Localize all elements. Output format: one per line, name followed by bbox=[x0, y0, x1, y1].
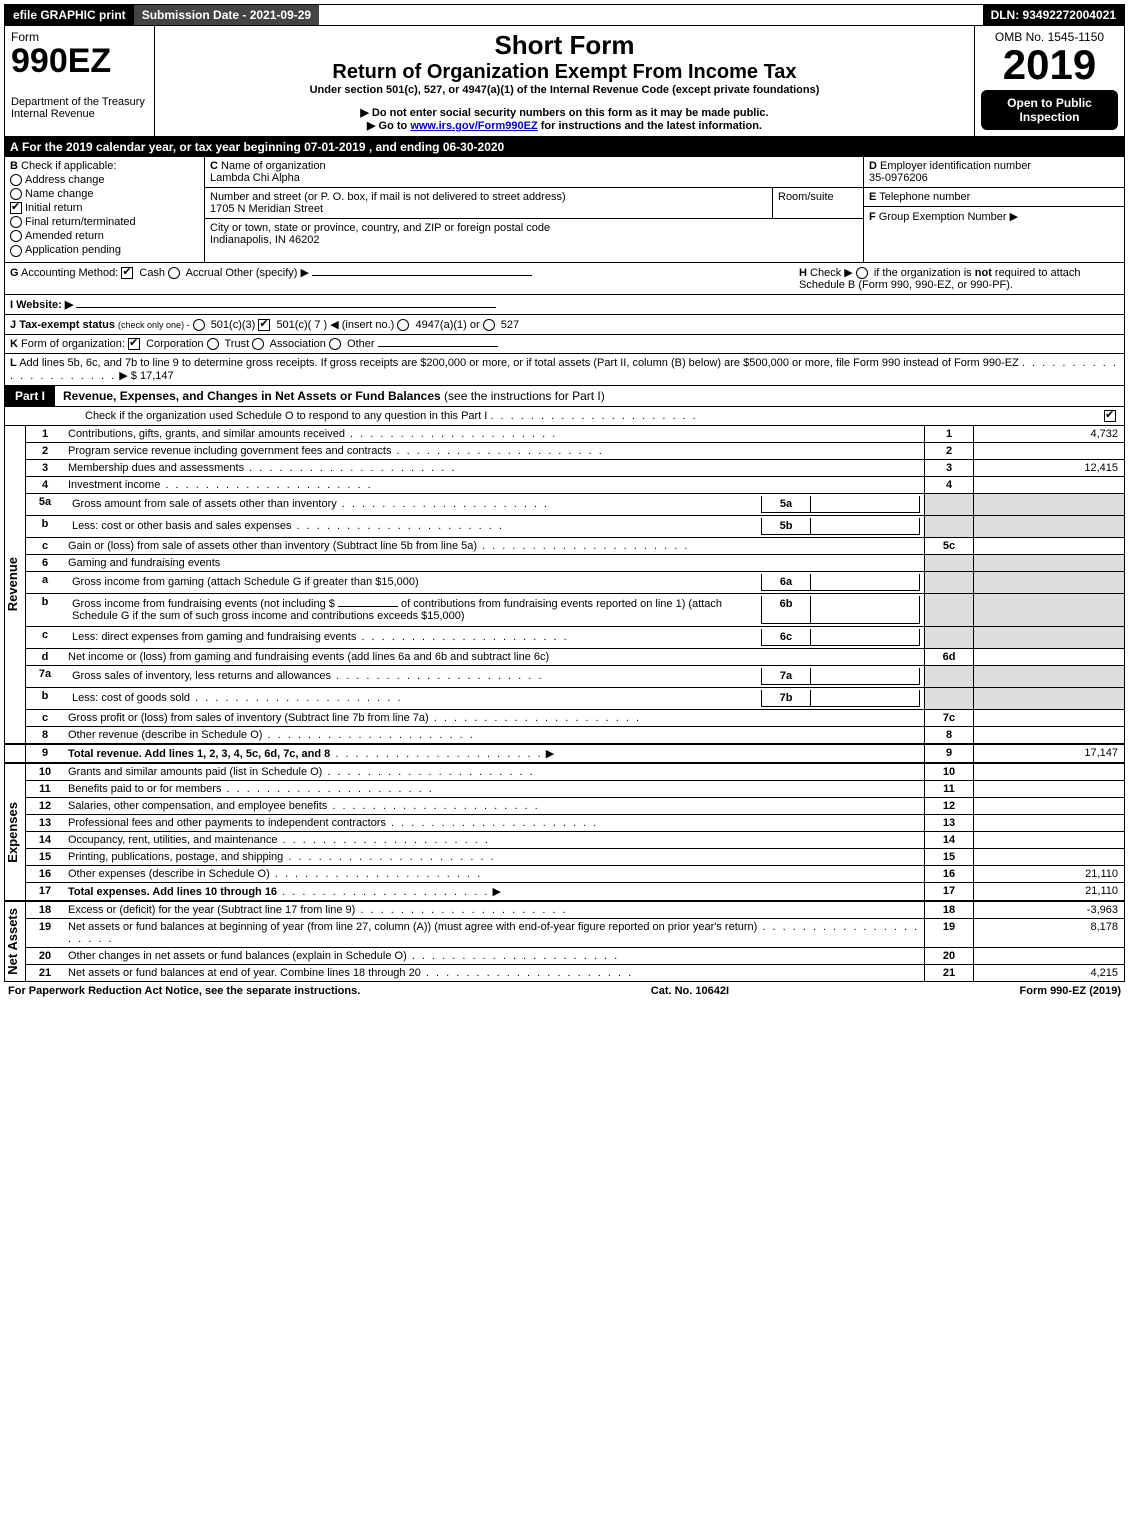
cb-schedule-o[interactable] bbox=[1104, 410, 1116, 422]
ein-value: 35-0976206 bbox=[869, 172, 928, 184]
top-bar: efile GRAPHIC print Submission Date - 20… bbox=[4, 4, 1125, 26]
cb-address-change[interactable] bbox=[10, 174, 22, 186]
cb-other-org[interactable] bbox=[329, 338, 341, 350]
cb-accrual[interactable] bbox=[168, 267, 180, 279]
val-line21: 4,215 bbox=[974, 965, 1125, 982]
val-line8 bbox=[974, 727, 1125, 745]
section-a-taxyear: A For the 2019 calendar year, or tax yea… bbox=[4, 137, 1125, 157]
footer-mid: Cat. No. 10642I bbox=[651, 985, 729, 997]
cb-final-return[interactable] bbox=[10, 216, 22, 228]
footer-left: For Paperwork Reduction Act Notice, see … bbox=[8, 985, 360, 997]
open-to-public: Open to Public Inspection bbox=[981, 90, 1118, 130]
val-line20 bbox=[974, 948, 1125, 965]
return-title: Return of Organization Exempt From Incom… bbox=[161, 61, 968, 84]
cb-name-change[interactable] bbox=[10, 188, 22, 200]
footer-right: Form 990-EZ (2019) bbox=[1020, 985, 1122, 997]
section-i-website: I Website: ▶ bbox=[4, 295, 1125, 315]
irs-label: Internal Revenue bbox=[11, 108, 148, 120]
org-city: Indianapolis, IN 46202 bbox=[210, 234, 319, 246]
val-line6d bbox=[974, 649, 1125, 666]
room-suite-label: Room/suite bbox=[772, 188, 863, 218]
section-l-receipts: L Add lines 5b, 6c, and 7b to line 9 to … bbox=[4, 354, 1125, 386]
val-line7c bbox=[974, 710, 1125, 727]
cb-amended-return[interactable] bbox=[10, 230, 22, 242]
tax-year: 2019 bbox=[981, 44, 1118, 86]
efile-label: efile GRAPHIC print bbox=[5, 5, 134, 25]
val-line18: -3,963 bbox=[974, 901, 1125, 919]
org-name: Lambda Chi Alpha bbox=[210, 172, 300, 184]
page-footer: For Paperwork Reduction Act Notice, see … bbox=[4, 982, 1125, 1000]
part1-header: Part I Revenue, Expenses, and Changes in… bbox=[4, 386, 1125, 407]
val-line17: 21,110 bbox=[974, 883, 1125, 902]
cb-assoc[interactable] bbox=[252, 338, 264, 350]
cb-trust[interactable] bbox=[207, 338, 219, 350]
part1-checknote: Check if the organization used Schedule … bbox=[4, 407, 1125, 426]
cb-527[interactable] bbox=[483, 319, 495, 331]
irs-link[interactable]: www.irs.gov/Form990EZ bbox=[410, 120, 537, 132]
ssn-note: ▶ Do not enter social security numbers o… bbox=[161, 106, 968, 119]
part1-tab: Part I bbox=[5, 386, 55, 406]
val-line10 bbox=[974, 763, 1125, 781]
submission-date: Submission Date - 2021-09-29 bbox=[134, 5, 319, 25]
org-address: 1705 N Meridian Street bbox=[210, 203, 323, 215]
cb-application-pending[interactable] bbox=[10, 245, 22, 257]
form-number: 990EZ bbox=[11, 44, 148, 78]
val-line16: 21,110 bbox=[974, 866, 1125, 883]
section-b-checkboxes: B Check if applicable: Address change Na… bbox=[5, 157, 205, 262]
val-line1: 4,732 bbox=[974, 426, 1125, 443]
section-k-formorg: K Form of organization: Corporation Trus… bbox=[4, 335, 1125, 354]
cb-initial-return[interactable] bbox=[10, 202, 22, 214]
cb-501c3[interactable] bbox=[193, 319, 205, 331]
dln-label: DLN: 93492272004021 bbox=[983, 5, 1124, 25]
val-line19: 8,178 bbox=[974, 919, 1125, 948]
gross-receipts-value: $ 17,147 bbox=[131, 370, 174, 382]
cb-501c7[interactable] bbox=[258, 319, 270, 331]
section-j-status: J Tax-exempt status (check only one) - 5… bbox=[4, 315, 1125, 335]
cb-schedule-b[interactable] bbox=[856, 267, 868, 279]
short-form-title: Short Form bbox=[161, 30, 968, 61]
val-line15 bbox=[974, 849, 1125, 866]
goto-note: ▶ Go to www.irs.gov/Form990EZ for instru… bbox=[161, 119, 968, 132]
val-line9: 17,147 bbox=[974, 744, 1125, 763]
val-line2 bbox=[974, 442, 1125, 459]
side-revenue: Revenue bbox=[5, 557, 20, 611]
form-header: Form 990EZ Department of the Treasury In… bbox=[4, 26, 1125, 137]
val-line14 bbox=[974, 832, 1125, 849]
val-line11 bbox=[974, 781, 1125, 798]
dept-treasury: Department of the Treasury bbox=[11, 96, 148, 108]
side-expenses: Expenses bbox=[5, 802, 20, 863]
side-netassets: Net Assets bbox=[5, 908, 20, 975]
cb-4947[interactable] bbox=[397, 319, 409, 331]
org-info-block: B Check if applicable: Address change Na… bbox=[4, 157, 1125, 263]
part1-lines-table: Revenue 1 Contributions, gifts, grants, … bbox=[4, 426, 1125, 983]
val-line12 bbox=[974, 798, 1125, 815]
val-line13 bbox=[974, 815, 1125, 832]
val-line3: 12,415 bbox=[974, 459, 1125, 476]
val-line5c bbox=[974, 537, 1125, 554]
section-g-h: G Accounting Method: Cash Accrual Other … bbox=[4, 263, 1125, 295]
cb-cash[interactable] bbox=[121, 267, 133, 279]
val-line4 bbox=[974, 476, 1125, 493]
under-section: Under section 501(c), 527, or 4947(a)(1)… bbox=[161, 84, 968, 96]
cb-corp[interactable] bbox=[128, 338, 140, 350]
